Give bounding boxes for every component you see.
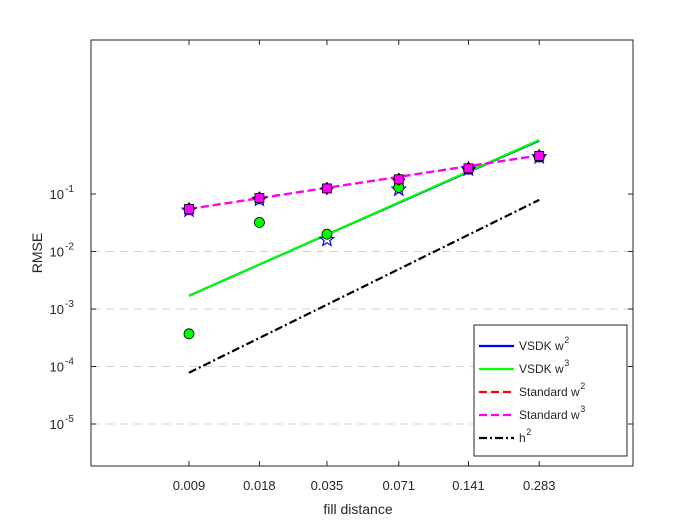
x-tick-label: 0.018 bbox=[243, 478, 276, 493]
y-tick-exponent: -4 bbox=[65, 357, 74, 368]
legend-label: Standard w bbox=[519, 385, 580, 399]
y-tick-exponent: -2 bbox=[65, 242, 74, 253]
square-marker bbox=[534, 150, 545, 161]
legend-label-sup: 2 bbox=[526, 427, 531, 437]
x-tick-label: 0.035 bbox=[311, 478, 344, 493]
square-marker bbox=[463, 163, 474, 174]
legend-label: h bbox=[519, 431, 526, 445]
legend-label: VSDK w bbox=[519, 339, 564, 353]
y-axis-title: RMSE bbox=[29, 233, 45, 273]
legend-label-sup: 2 bbox=[564, 335, 569, 345]
x-tick-labels: 0.009 0.018 0.035 0.071 0.141 0.283 bbox=[173, 478, 556, 493]
y-tick-label: 10 bbox=[50, 245, 64, 260]
legend-label: VSDK w bbox=[519, 362, 564, 376]
fit-line bbox=[188, 154, 540, 211]
fit-line bbox=[188, 138, 540, 297]
legend-label: Standard w bbox=[519, 408, 580, 422]
x-tick-label: 0.283 bbox=[523, 478, 556, 493]
y-tick-label: 10 bbox=[50, 360, 64, 375]
square-marker bbox=[393, 174, 404, 185]
y-tick-exponent: -3 bbox=[65, 299, 74, 310]
x-tick-label: 0.009 bbox=[173, 478, 206, 493]
circle-marker bbox=[183, 328, 195, 340]
y-tick-label: 10 bbox=[50, 302, 64, 317]
axis-ticks bbox=[91, 40, 633, 466]
legend-label-sup: 2 bbox=[580, 381, 585, 391]
x-tick-label: 0.071 bbox=[383, 478, 416, 493]
square-marker bbox=[322, 183, 332, 194]
circle-marker bbox=[253, 217, 265, 228]
x-tick-label: 0.141 bbox=[452, 478, 485, 493]
x-axis-title: fill distance bbox=[323, 501, 392, 517]
square-marker bbox=[254, 193, 265, 203]
legend-label-sup: 3 bbox=[564, 358, 569, 368]
circle-marker bbox=[321, 228, 333, 240]
legend-label-sup: 3 bbox=[580, 404, 585, 414]
data-markers bbox=[180, 148, 548, 340]
y-tick-labels: 10-510-410-310-210-1 bbox=[50, 184, 75, 432]
fit-line bbox=[188, 198, 540, 374]
fit-lines bbox=[188, 138, 540, 374]
square-marker bbox=[184, 204, 194, 214]
y-tick-label: 10 bbox=[50, 187, 64, 202]
y-tick-exponent: -1 bbox=[65, 184, 74, 195]
y-tick-exponent: -5 bbox=[65, 414, 74, 425]
plot-frame bbox=[90, 39, 634, 467]
y-tick-label: 10 bbox=[50, 417, 64, 432]
